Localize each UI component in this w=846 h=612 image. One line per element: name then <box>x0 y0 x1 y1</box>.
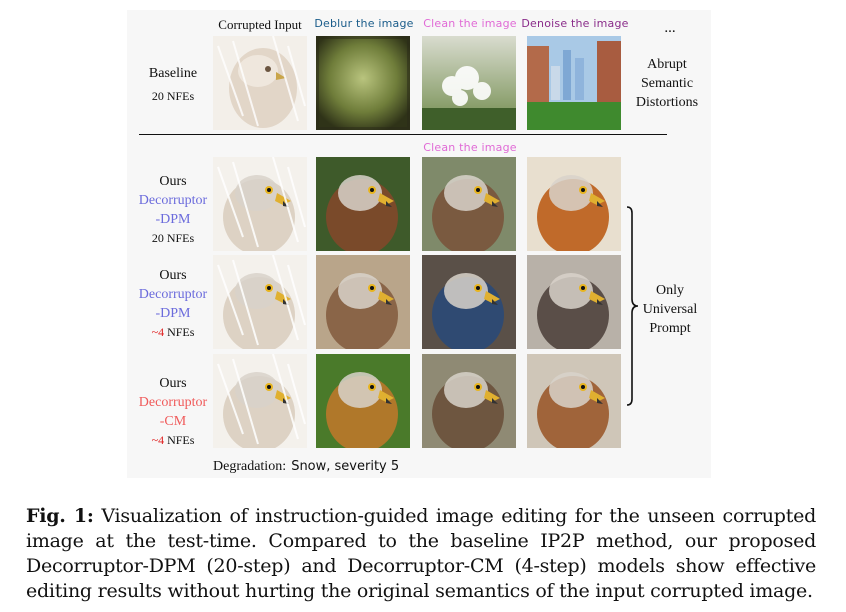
figure-caption: Fig. 1: Visualization of instruction-gui… <box>26 504 816 604</box>
caption-text: Visualization of instruction-guided imag… <box>26 505 816 602</box>
degradation-value: Snow, severity 5 <box>291 459 400 474</box>
baseline-name: Baseline <box>148 66 198 81</box>
universal-line-2: Universal <box>642 302 698 317</box>
row3-corrupted-image <box>213 354 307 448</box>
baseline-corrupted-image <box>213 36 307 130</box>
universal-line-3: Prompt <box>649 321 691 336</box>
row2-model-suffix: -DPM <box>155 306 191 321</box>
abrupt-line-2: Semantic <box>640 76 694 91</box>
universal-prompt-note: Only Universal Prompt <box>624 281 716 338</box>
baseline-deblur-image <box>316 36 410 130</box>
row3-label: Ours Decorruptor -CM ~4 NFEs <box>125 374 221 450</box>
row1-model-suffix: -DPM <box>155 212 191 227</box>
row2-nfe-unit: NFEs <box>164 325 195 339</box>
baseline-clean-image <box>422 36 516 130</box>
row3-model-suffix: -CM <box>159 414 187 429</box>
baseline-nfe: 20 NFEs <box>151 89 195 103</box>
degradation-label: Degradation: <box>213 459 287 474</box>
row1-label: Ours Decorruptor -DPM 20 NFEs <box>125 172 221 248</box>
row1-dpm20-output-2 <box>422 157 516 251</box>
baseline-denoise-image <box>527 36 621 130</box>
row3-model: Decorruptor <box>138 395 208 410</box>
row2-corrupted-image <box>213 255 307 349</box>
row1-dpm20-output-3 <box>527 157 621 251</box>
row2-dpm4-output-2 <box>422 255 516 349</box>
header-corrupted-input: Corrupted Input <box>218 17 302 32</box>
row3-nfe: ~4 NFEs <box>125 431 221 450</box>
row1-model: Decorruptor <box>138 193 208 208</box>
abrupt-line-3: Distortions <box>635 95 699 110</box>
row3-cm4-output-2 <box>422 354 516 448</box>
degradation-line: Degradation: Snow, severity 5 <box>213 455 399 475</box>
baseline-label: Baseline 20 NFEs <box>125 64 221 106</box>
abrupt-line-1: Abrupt <box>647 57 687 72</box>
abrupt-semantic-note: Abrupt Semantic Distortions <box>619 55 715 112</box>
row2-nfe: ~4 NFEs <box>125 323 221 342</box>
caption-label: Fig. 1: <box>26 505 94 527</box>
row3-ours: Ours <box>159 376 187 391</box>
row1-corrupted-image <box>213 157 307 251</box>
row3-nfe-approx: ~4 <box>151 433 165 447</box>
row1-dpm20-output-1 <box>316 157 410 251</box>
row3-cm4-output-1 <box>316 354 410 448</box>
mid-prompt-label: Clean the image <box>423 141 517 154</box>
row2-dpm4-output-1 <box>316 255 410 349</box>
header-deblur: Deblur the image <box>314 17 414 30</box>
header-clean: Clean the image <box>423 17 517 30</box>
row2-ours: Ours <box>159 268 187 283</box>
row1-nfe: 20 NFEs <box>151 231 195 245</box>
universal-line-1: Only <box>656 283 684 298</box>
row3-cm4-output-3 <box>527 354 621 448</box>
row2-dpm4-output-3 <box>527 255 621 349</box>
row1-ours: Ours <box>159 174 187 189</box>
row2-model: Decorruptor <box>138 287 208 302</box>
header-ellipsis: ... <box>664 20 676 36</box>
row2-label: Ours Decorruptor -DPM ~4 NFEs <box>125 266 221 342</box>
row3-nfe-unit: NFEs <box>164 433 195 447</box>
universal-bracket <box>626 206 639 406</box>
row2-nfe-approx: ~4 <box>151 325 165 339</box>
header-denoise: Denoise the image <box>521 17 629 30</box>
section-divider <box>139 134 667 136</box>
